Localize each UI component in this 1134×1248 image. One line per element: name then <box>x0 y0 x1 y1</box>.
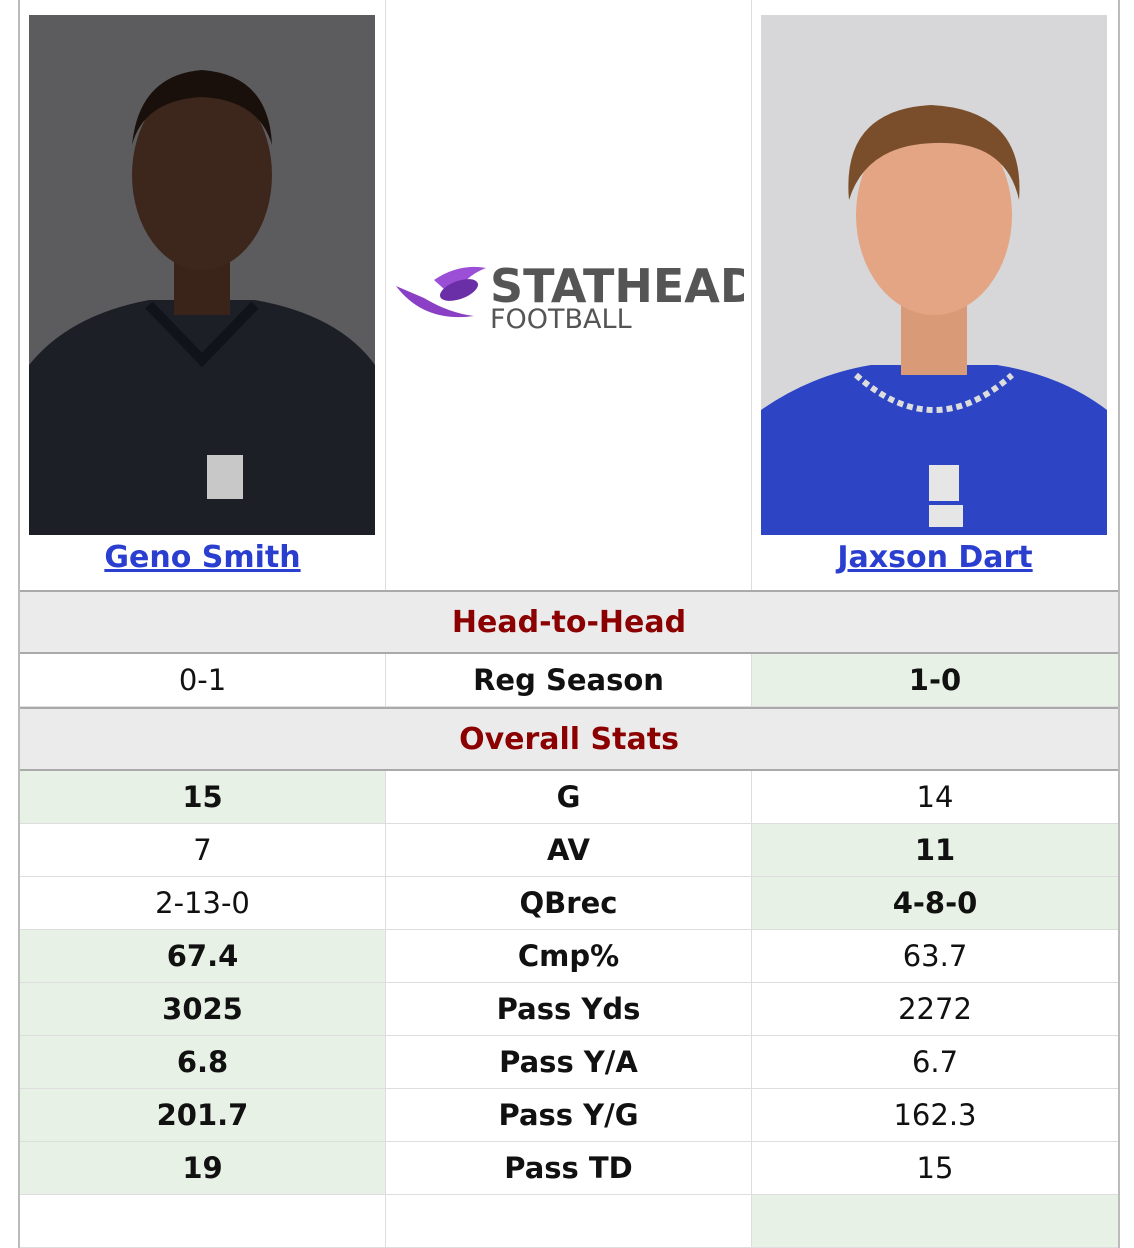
table-row: 2-13-0 QBrec 4-8-0 <box>20 877 1118 930</box>
left-value: 6.8 <box>20 1036 386 1088</box>
table-body: Head-to-Head 0-1 Reg Season 1-0 Overall Stat… <box>20 590 1118 1195</box>
left-value: 67.4 <box>20 930 386 982</box>
table-row: 7 AV 11 <box>20 824 1118 877</box>
stat-label: Cmp% <box>386 930 752 982</box>
cell <box>386 1195 752 1247</box>
logo-subtext: FOOTBALL <box>490 304 632 335</box>
right-value: 14 <box>916 780 954 814</box>
table-row: 0-1 Reg Season 1-0 <box>20 654 1118 707</box>
right-value: 162.3 <box>893 1098 977 1132</box>
stat-label: AV <box>386 824 752 876</box>
section-header: Head-to-Head <box>20 590 1118 654</box>
right-value: 2272 <box>898 992 972 1026</box>
table-row: 19 Pass TD 15 <box>20 1142 1118 1195</box>
player-photo <box>29 15 375 535</box>
right-value: 11 <box>752 824 1118 876</box>
right-value: 63.7 <box>902 939 968 973</box>
header-row: Geno Smith STATHEAD FOOTBALL Ja <box>20 0 1118 590</box>
stat-label: G <box>386 771 752 823</box>
left-value: 19 <box>20 1142 386 1194</box>
section-header: Overall Stats <box>20 707 1118 771</box>
stat-label: Reg Season <box>386 654 752 706</box>
stat-label: Pass TD <box>386 1142 752 1194</box>
comparison-table: Geno Smith STATHEAD FOOTBALL Ja <box>18 0 1120 1248</box>
cell <box>20 1195 386 1247</box>
left-value: 0-1 <box>20 654 386 706</box>
left-value: 15 <box>20 771 386 823</box>
player-photo <box>761 15 1107 535</box>
table-row <box>20 1195 1118 1248</box>
table-row: 6.8 Pass Y/A 6.7 <box>20 1036 1118 1089</box>
left-value: 7 <box>20 824 386 876</box>
table-row: 3025 Pass Yds 2272 <box>20 983 1118 1036</box>
cell <box>752 1195 1118 1247</box>
stathead-logo: STATHEAD FOOTBALL <box>396 259 744 335</box>
player-cell: Geno Smith <box>20 0 386 590</box>
stat-label: Pass Y/G <box>386 1089 752 1141</box>
stat-label: Pass Y/A <box>386 1036 752 1088</box>
logo-text: STATHEAD <box>490 259 744 313</box>
player-link[interactable]: Jaxson Dart <box>837 540 1033 575</box>
left-value: 3025 <box>20 983 386 1035</box>
stat-label: QBrec <box>386 877 752 929</box>
table-row: 15 G 14 <box>20 771 1118 824</box>
stat-label: Pass Yds <box>386 983 752 1035</box>
right-value: 4-8-0 <box>752 877 1118 929</box>
left-value: 2-13-0 <box>20 877 386 929</box>
table-row: 201.7 Pass Y/G 162.3 <box>20 1089 1118 1142</box>
left-value: 201.7 <box>20 1089 386 1141</box>
player-cell: Jaxson Dart <box>752 0 1118 590</box>
table-row: 67.4 Cmp% 63.7 <box>20 930 1118 983</box>
page: Geno Smith STATHEAD FOOTBALL Ja <box>18 0 1120 1248</box>
logo-cell: STATHEAD FOOTBALL <box>386 0 752 590</box>
player-link[interactable]: Geno Smith <box>104 540 301 575</box>
right-value: 1-0 <box>752 654 1118 706</box>
right-value: 6.7 <box>911 1045 959 1079</box>
right-value: 15 <box>916 1151 954 1185</box>
